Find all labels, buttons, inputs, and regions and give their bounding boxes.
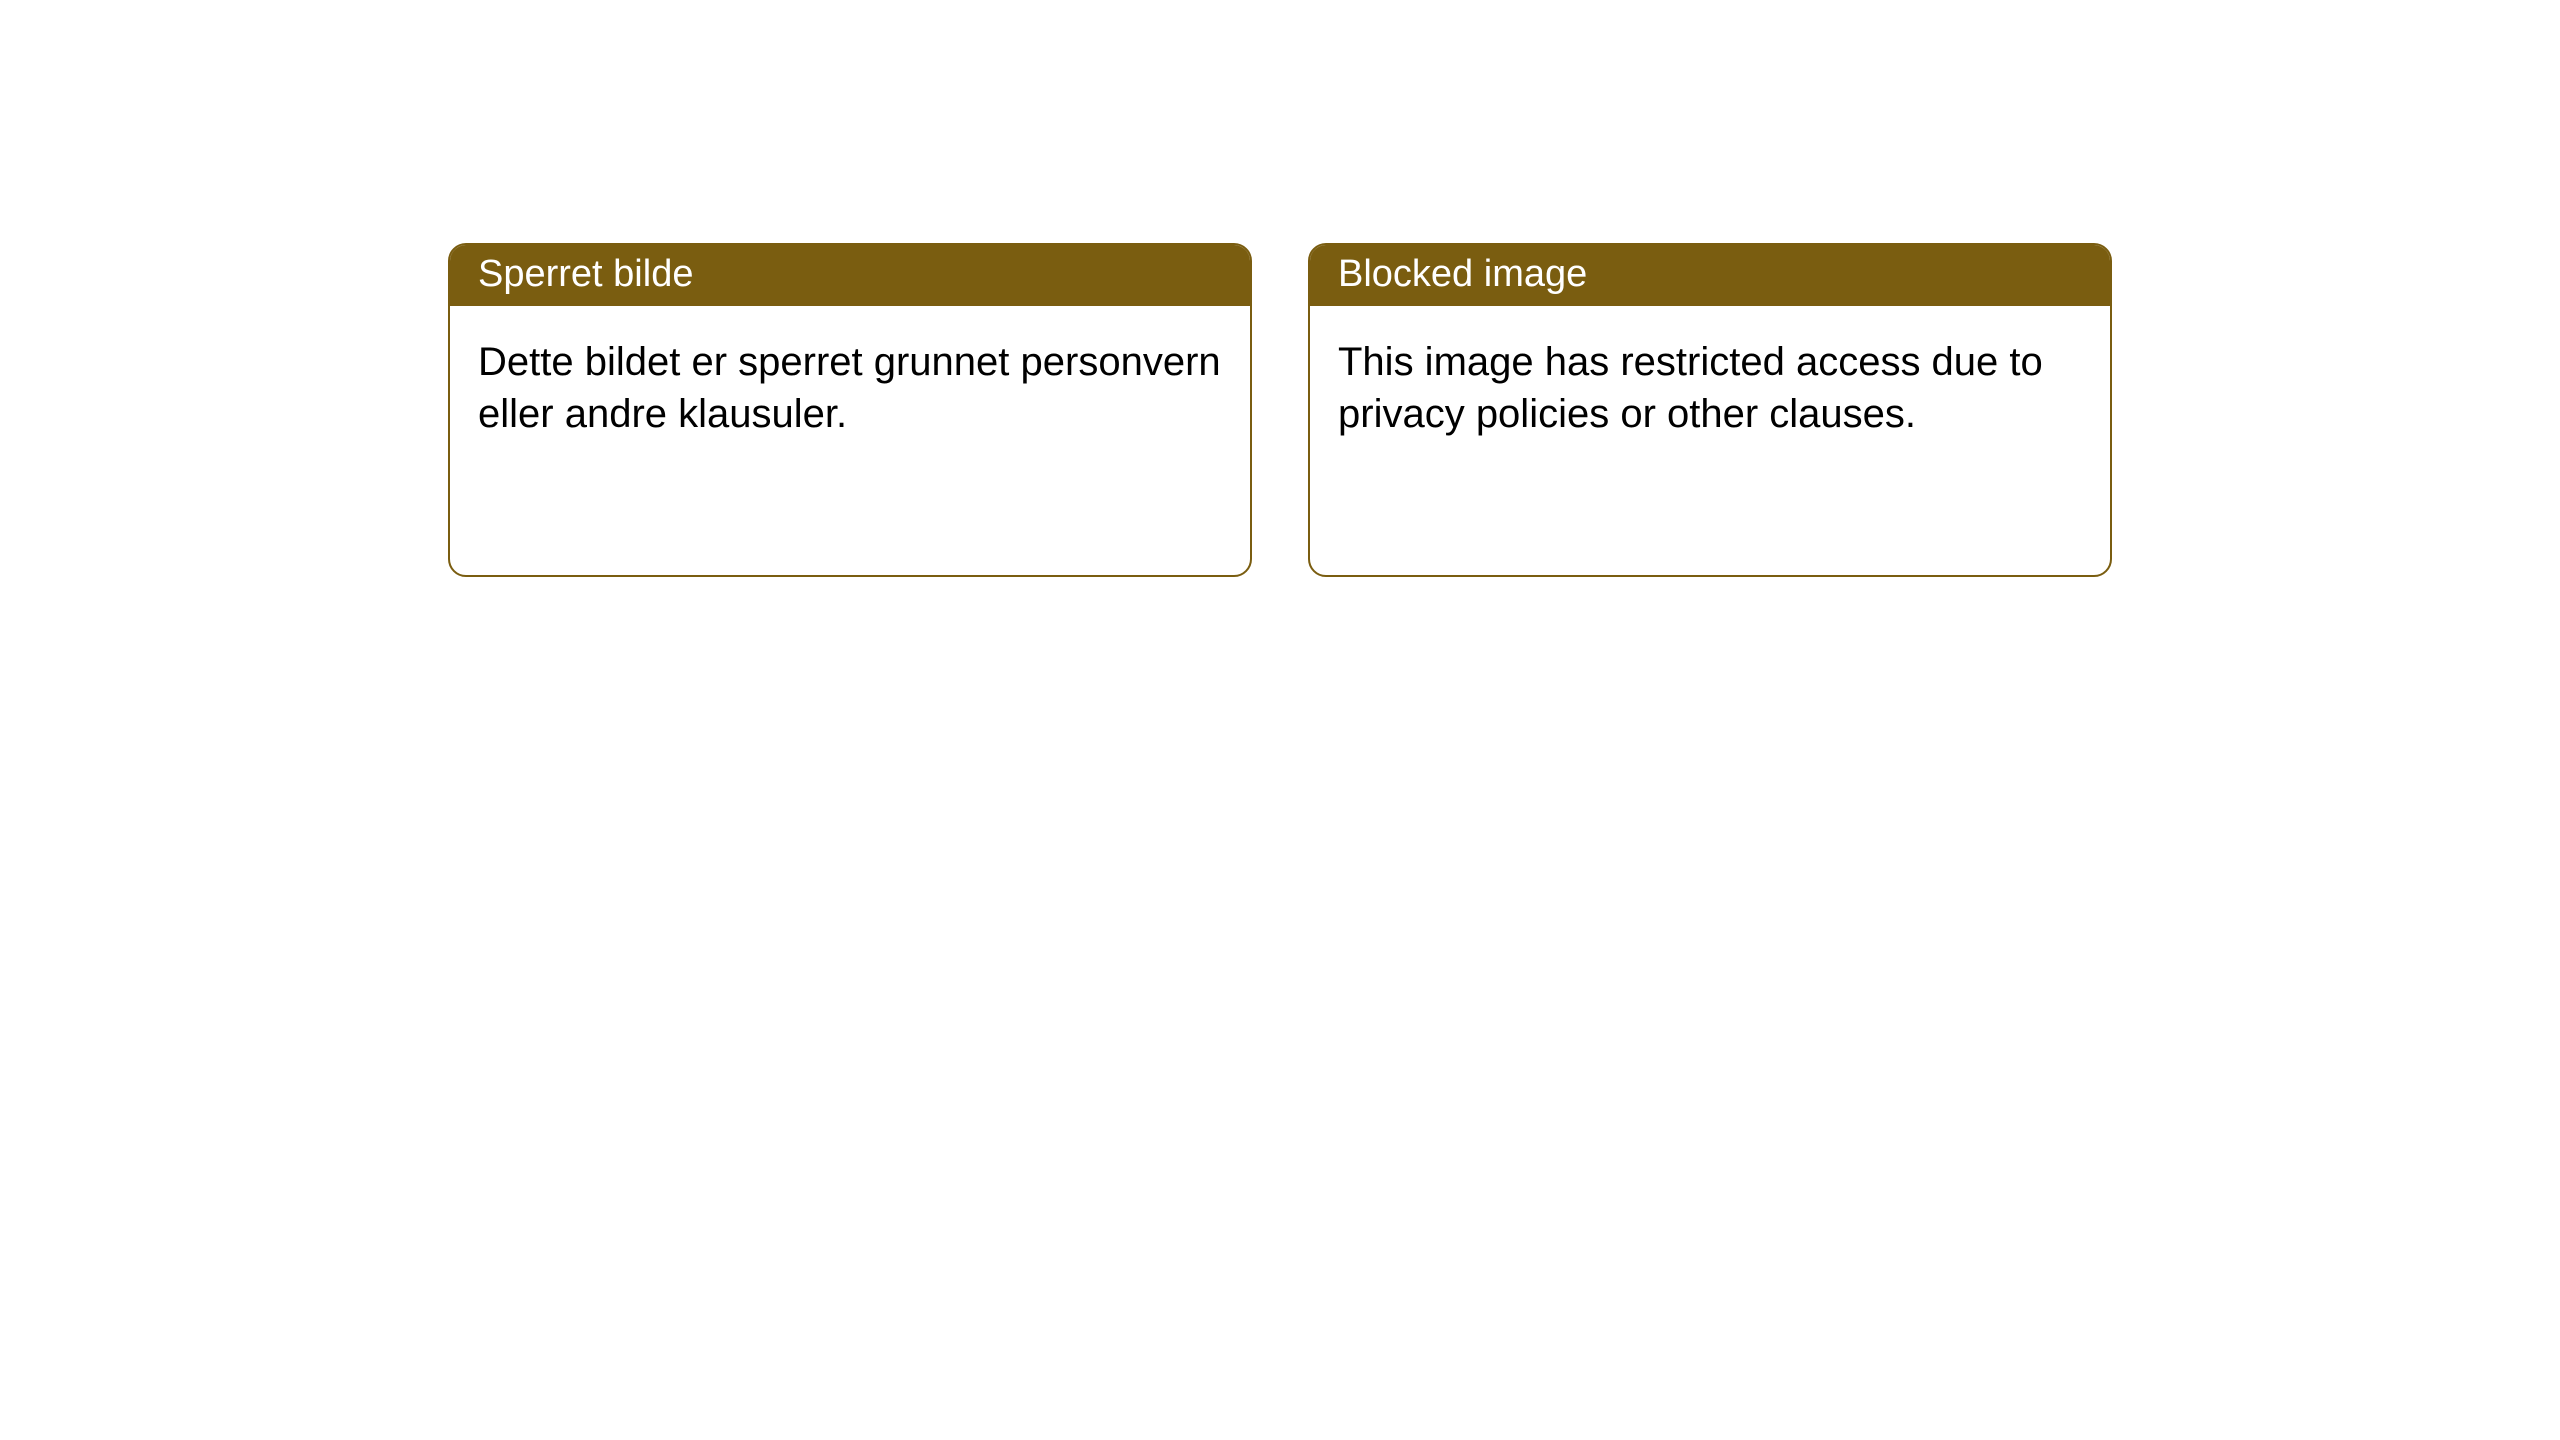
notice-card-norwegian: Sperret bilde Dette bildet er sperret gr…: [448, 243, 1252, 577]
card-body: This image has restricted access due to …: [1310, 306, 2110, 470]
card-body-text: This image has restricted access due to …: [1338, 340, 2043, 436]
card-body: Dette bildet er sperret grunnet personve…: [450, 306, 1250, 470]
notice-card-english: Blocked image This image has restricted …: [1308, 243, 2112, 577]
card-body-text: Dette bildet er sperret grunnet personve…: [478, 340, 1221, 436]
card-header: Blocked image: [1310, 245, 2110, 306]
notice-container: Sperret bilde Dette bildet er sperret gr…: [448, 243, 2112, 577]
card-title: Sperret bilde: [478, 253, 693, 295]
card-header: Sperret bilde: [450, 245, 1250, 306]
card-title: Blocked image: [1338, 253, 1587, 295]
